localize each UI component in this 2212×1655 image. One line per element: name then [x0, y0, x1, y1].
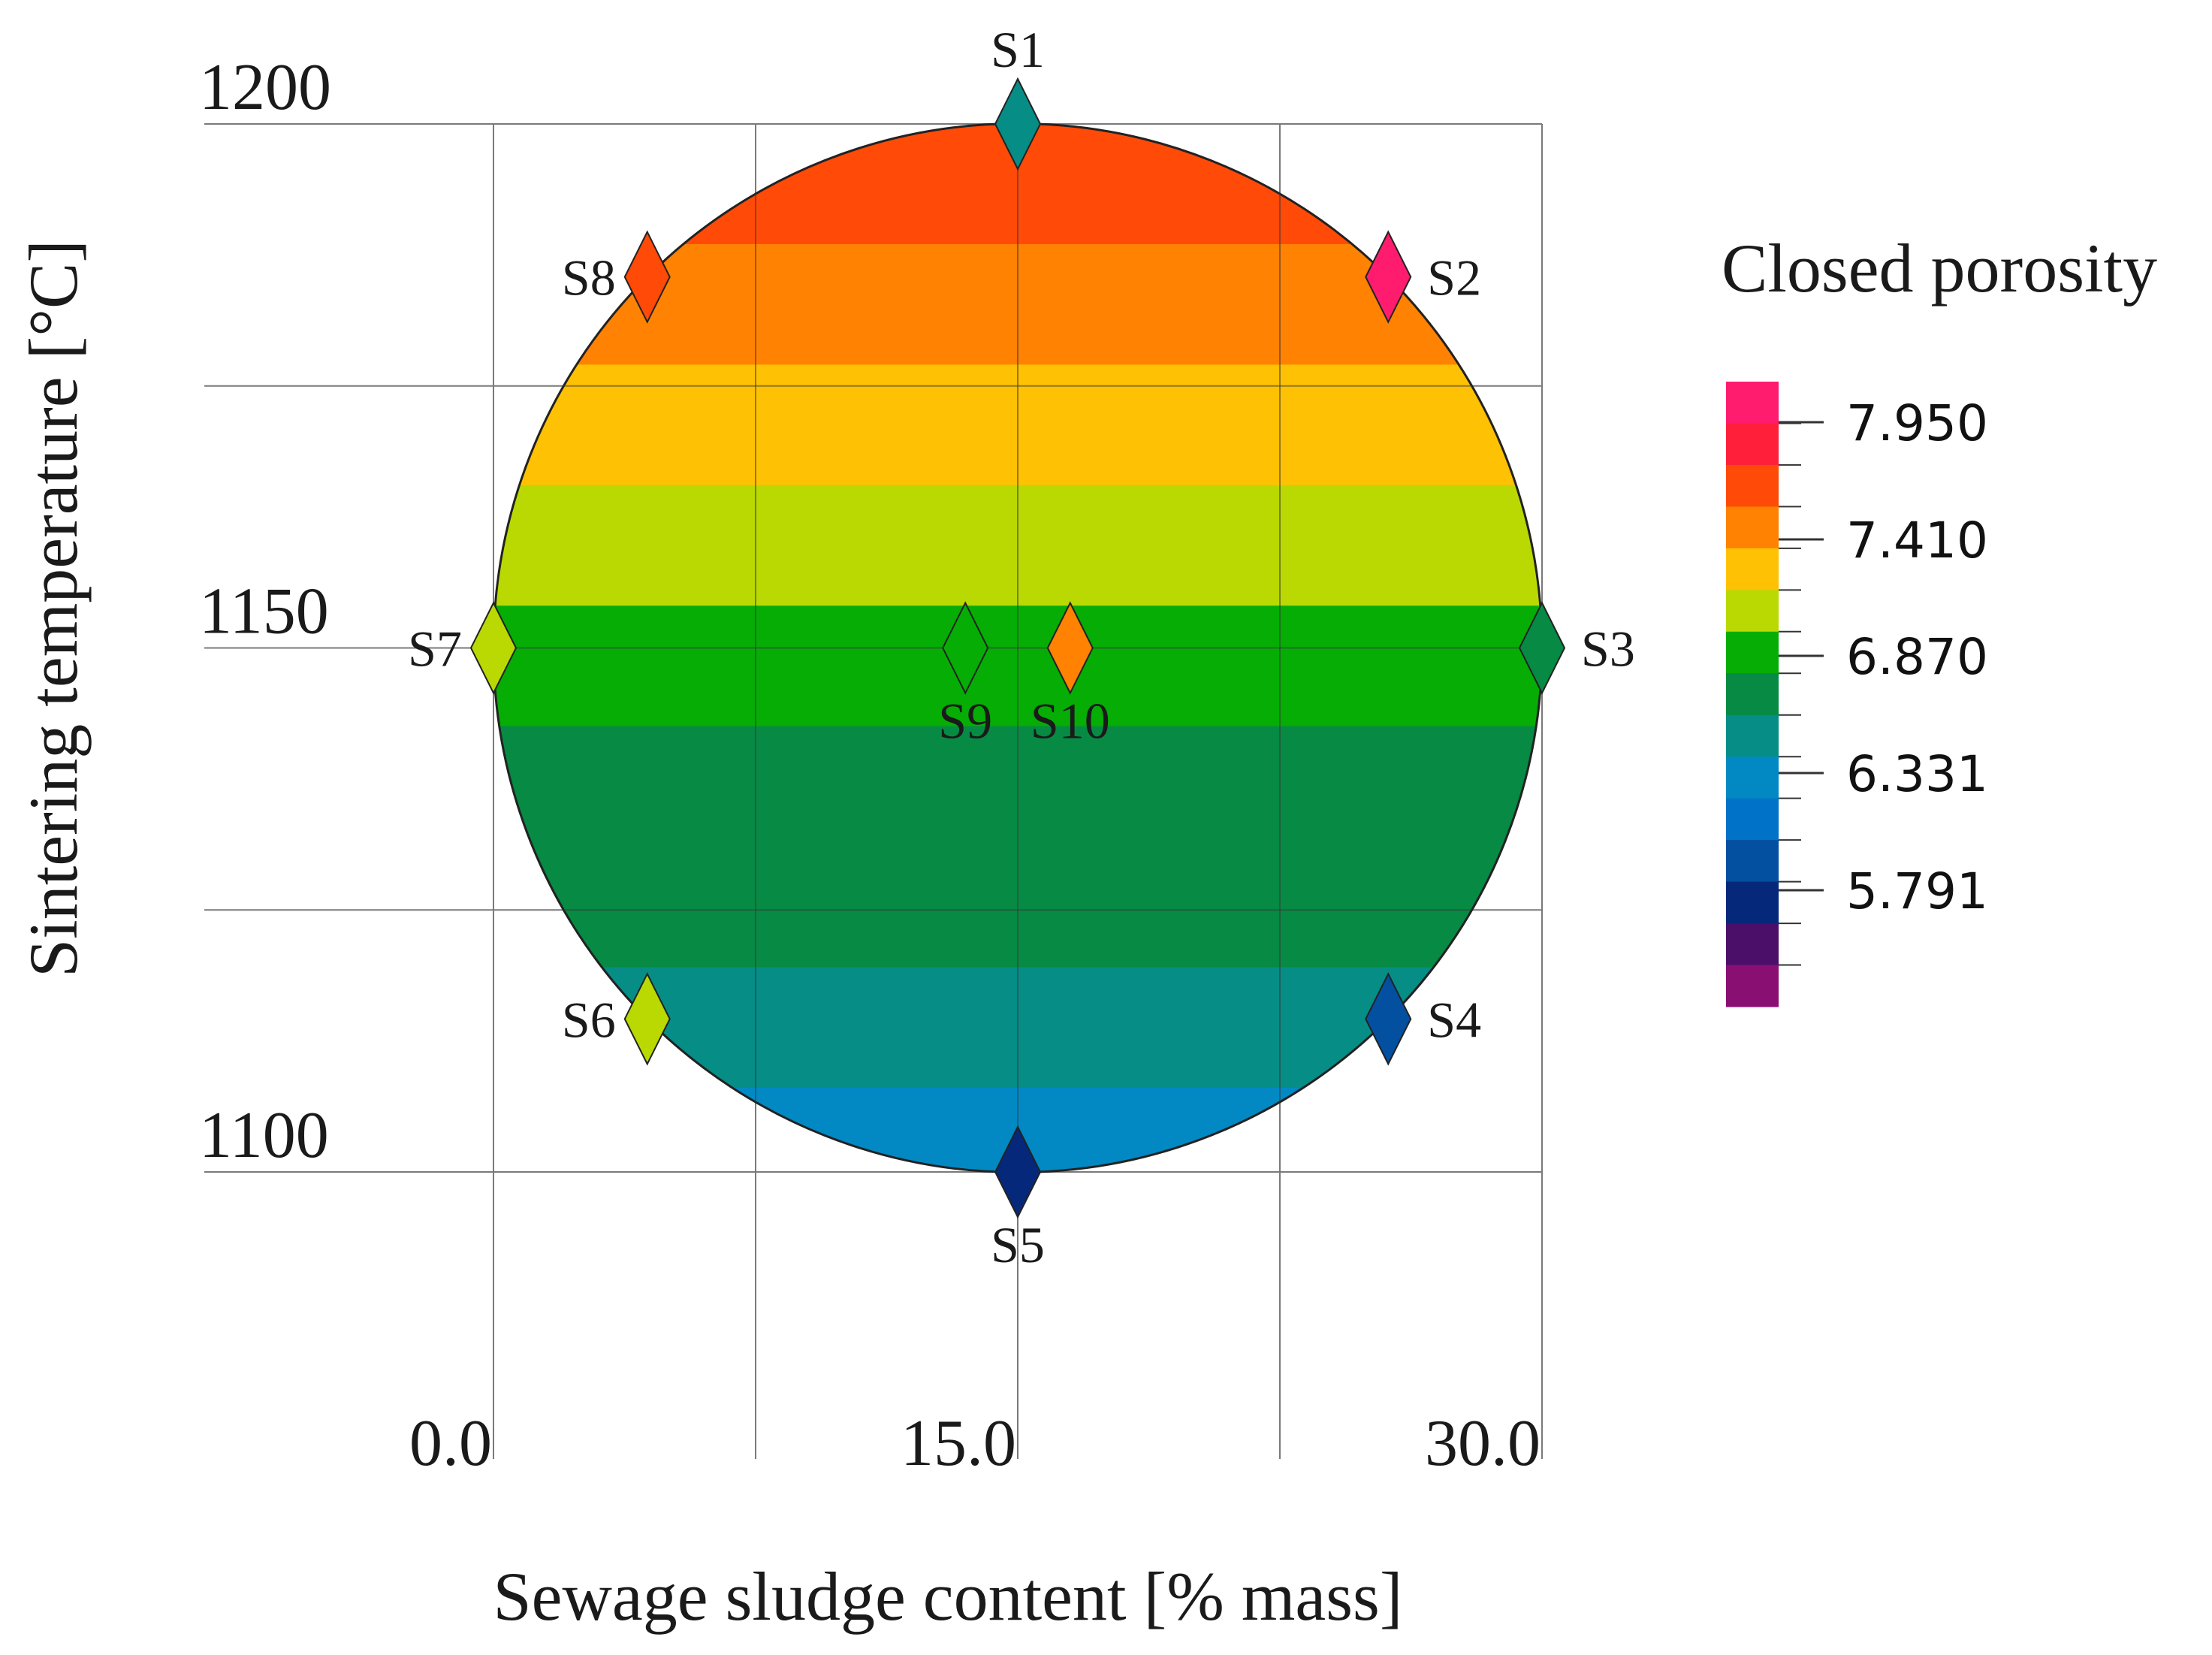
colorbar-segment: [1726, 548, 1779, 590]
colorbar-segment: [1726, 631, 1779, 674]
legend: Closed porosity 7.950 7.410 6.870 6.331 5.79…: [1722, 230, 2157, 1007]
point-label-s1: S1: [991, 21, 1045, 78]
point-marker-s9: [942, 601, 989, 695]
legend-label: 7.410: [1846, 512, 1988, 569]
colorbar-segment: [1726, 840, 1779, 883]
colorbar-segment: [1726, 590, 1779, 633]
y-tick-label: 1200: [199, 51, 331, 124]
colorbar-segment: [1726, 757, 1779, 799]
colorbar-segment: [1726, 506, 1779, 549]
point-label-s6: S6: [562, 991, 616, 1048]
point-marker-s1: [994, 77, 1042, 171]
point-marker-s2: [1365, 230, 1412, 324]
colorbar-segment: [1726, 965, 1779, 1007]
point-label-s3: S3: [1581, 621, 1635, 678]
point-marker-s10: [1046, 601, 1094, 695]
point-label-s5: S5: [991, 1216, 1045, 1273]
design-points: S1 S2 S3 S4 S5 S6 S7 S8 S9 S10: [408, 21, 1635, 1273]
point-label-s10: S10: [1031, 693, 1110, 750]
legend-ticks: 7.950 7.410 6.870 6.331 5.791: [1779, 394, 1988, 966]
point-marker-s4: [1365, 972, 1412, 1066]
colorbar-segment: [1726, 714, 1779, 757]
axis-ticks: 0.0 15.0 30.0 1100 1150 1200: [199, 51, 1541, 1480]
x-tick-label: 15.0: [901, 1407, 1016, 1480]
legend-label: 7.950: [1846, 394, 1988, 452]
point-marker-s6: [623, 972, 671, 1066]
inner-grid: [493, 124, 1542, 1172]
colorbar-segment: [1726, 382, 1779, 424]
point-label-s9: S9: [938, 693, 992, 750]
point-label-s7: S7: [408, 621, 462, 678]
legend-label: 5.791: [1846, 862, 1988, 920]
point-marker-s7: [469, 601, 518, 695]
y-tick-label: 1150: [199, 575, 329, 648]
point-label-s4: S4: [1427, 991, 1481, 1048]
colorbar-segment: [1726, 798, 1779, 841]
point-marker-s3: [1518, 601, 1566, 695]
x-tick-label: 0.0: [409, 1407, 492, 1480]
legend-colorbar: [1726, 382, 1779, 1007]
x-axis-label: Sewage sludge content [% mass]: [493, 1558, 1402, 1635]
point-marker-s5: [994, 1125, 1042, 1219]
legend-label: 6.870: [1846, 628, 1988, 686]
colorbar-segment: [1726, 423, 1779, 466]
colorbar-segment: [1726, 464, 1779, 507]
point-label-s2: S2: [1427, 249, 1481, 307]
legend-label: 6.331: [1846, 745, 1988, 803]
point-marker-s8: [623, 230, 671, 324]
y-tick-label: 1100: [199, 1099, 329, 1172]
colorbar-segment: [1726, 923, 1779, 966]
x-tick-label: 30.0: [1425, 1407, 1541, 1480]
point-label-s8: S8: [562, 249, 616, 307]
y-axis-label: Sintering temperature [°C]: [15, 240, 92, 977]
colorbar-segment: [1726, 673, 1779, 716]
legend-title: Closed porosity: [1722, 230, 2157, 307]
colorbar-segment: [1726, 881, 1779, 924]
